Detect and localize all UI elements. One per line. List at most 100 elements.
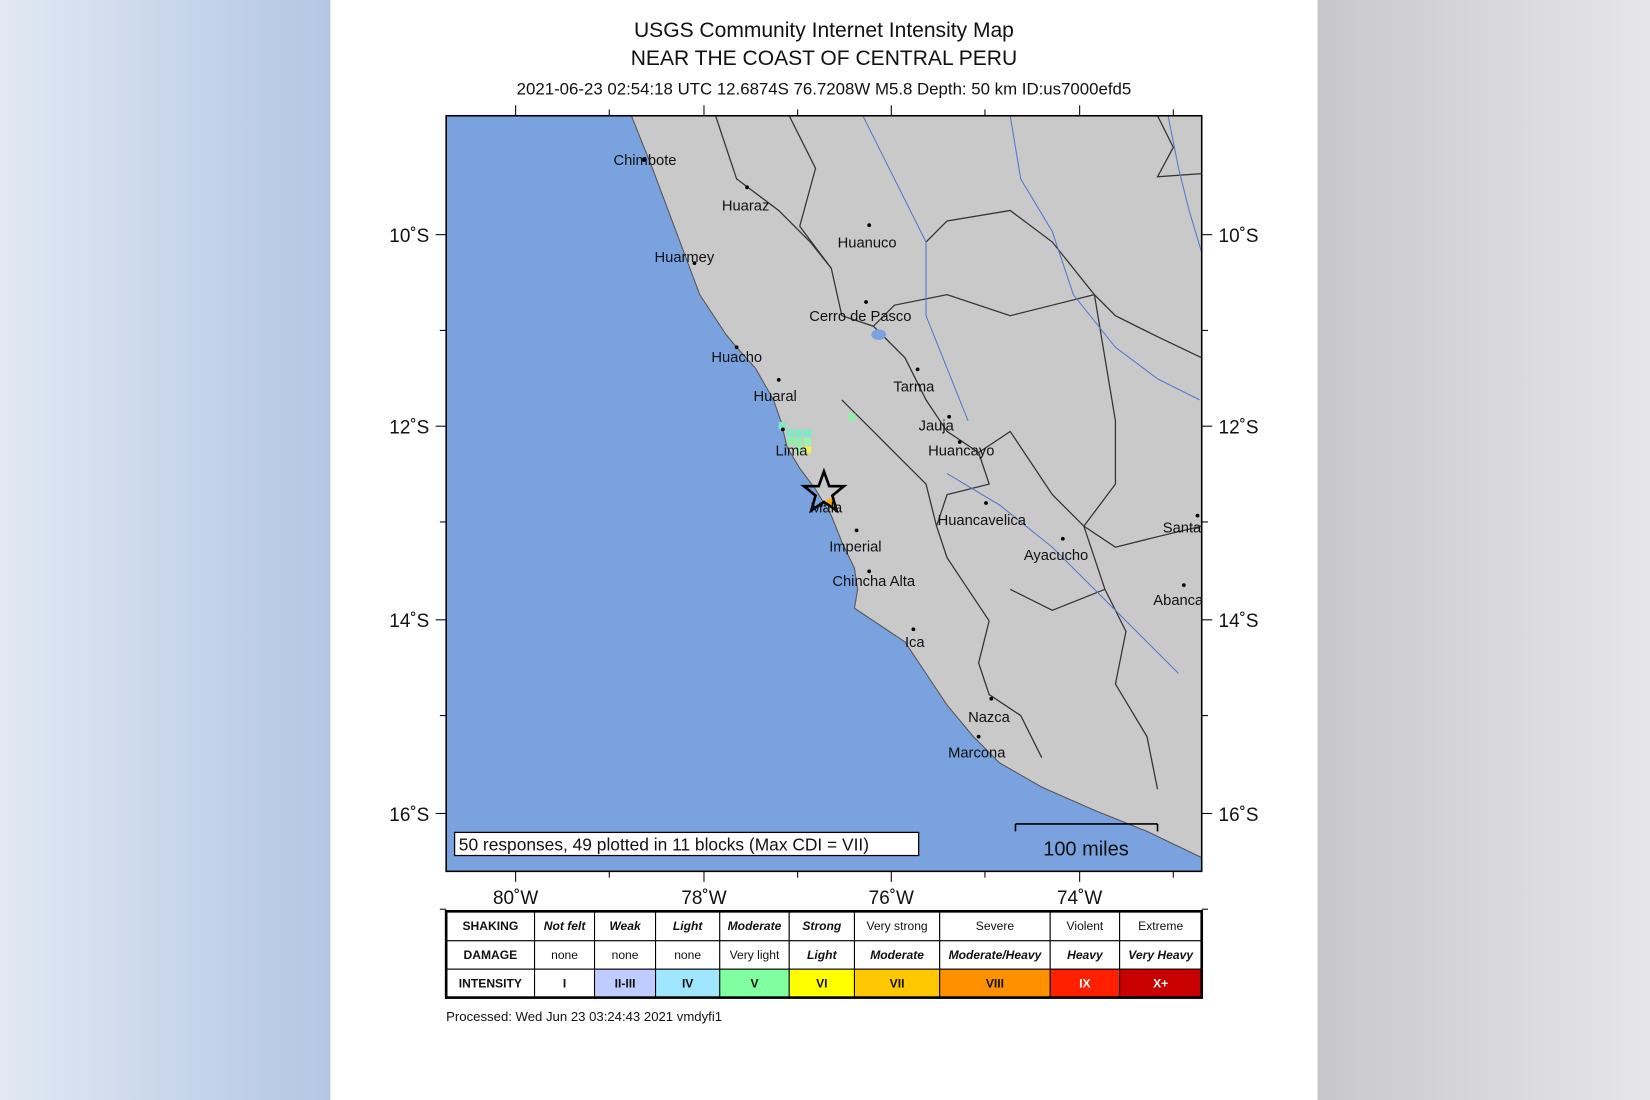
city-dot (818, 503, 823, 508)
city-label: Huancayo (928, 444, 994, 460)
legend-cell (719, 968, 790, 999)
legend-cell (719, 940, 790, 970)
legend-cell (939, 940, 1051, 970)
cdi-block (803, 437, 812, 446)
city-label: Mala (810, 500, 843, 516)
right-backdrop (1317, 0, 1650, 1100)
city-dot (642, 158, 646, 162)
epicenter-star (800, 467, 848, 514)
cdi-block (795, 446, 803, 454)
cdi-block (803, 429, 812, 437)
city-dot (911, 627, 916, 632)
event-info: 2021-06-23 02:54:18 UTC 12.6874S 76.7208… (517, 80, 1132, 99)
legend-cell-label: I (563, 977, 566, 991)
legend-cell-label: V (750, 977, 758, 991)
city-dot (984, 501, 988, 505)
legend-cell-label: none (674, 948, 701, 962)
intensity-legend: SHAKING Not felt Weak Light Moderate Strong Ve… (444, 910, 1204, 999)
legend-cell (1119, 910, 1203, 942)
legend-cell-label: VIII (986, 977, 1004, 991)
legend-cell-label: Light (807, 948, 838, 962)
city-label: Huaraz (722, 198, 769, 214)
city-dot (864, 300, 868, 304)
map-ticks: 10˚S 10˚S 12˚S 12˚S 14˚S 14˚S 16˚S 16˚S 80˚W 78˚W… (389, 105, 1259, 910)
legend-cell (1119, 968, 1203, 999)
city-label: Chincha Alta (832, 574, 915, 590)
cdi-block (787, 429, 795, 437)
city-label: Santa (1163, 520, 1202, 536)
legend-cell-label: Severe (976, 919, 1015, 933)
city-label: Jauja (919, 418, 955, 434)
legend-cell-label: Not felt (544, 919, 587, 933)
legend-cell-label: none (551, 948, 578, 962)
legend-cell (655, 940, 721, 970)
city-dot (957, 440, 962, 444)
lon-label: 74˚W (1057, 888, 1102, 909)
city-label: Huanuco (838, 235, 897, 251)
legend-cell-label: VII (890, 977, 905, 991)
legend-cell (534, 940, 596, 970)
city-dot (947, 414, 952, 419)
legend-cell-label: X+ (1153, 977, 1168, 991)
city-label: Ayacucho (1024, 548, 1088, 564)
city-dot (1181, 583, 1186, 587)
lake (871, 329, 887, 340)
legend-cell-label: II-III (615, 977, 636, 991)
legend-cell-label: Moderate (870, 948, 924, 962)
lon-label: 80˚W (493, 888, 538, 909)
cdi-block (848, 413, 856, 421)
city-dot (915, 367, 920, 372)
cdi-block (803, 446, 812, 454)
lat-label: 14˚S (1219, 611, 1259, 632)
legend-cell-label: IX (1079, 977, 1090, 991)
map-frame (445, 114, 1203, 873)
city-label: Cerro de Pasco (809, 309, 911, 325)
city-label: Tarma (893, 379, 935, 395)
city-dot (867, 569, 872, 574)
legend-cell-label: Moderate (728, 919, 782, 933)
response-blocks (778, 413, 856, 507)
cdi-block (795, 437, 803, 446)
legend-cell (939, 910, 1051, 942)
left-backdrop (0, 0, 331, 1100)
map: Chimbote Huaraz Huanuco Huarmey Cerro de Pas… (446, 115, 1202, 872)
legend-cell (719, 910, 790, 942)
legend-cell-label: Very light (730, 948, 780, 962)
city-dot (781, 427, 785, 432)
city-label: Huancavelica (938, 513, 1027, 529)
lat-label: 10˚S (1219, 226, 1259, 247)
borders (714, 115, 1202, 790)
responses: 50 responses, 49 plotted in 11 blocks (M… (459, 834, 869, 854)
legend-cell (853, 940, 941, 970)
legend-cell-label: Violent (1067, 919, 1104, 933)
city-dot (745, 185, 750, 190)
lat-label: 16˚S (1219, 805, 1259, 826)
legend-cell-label: Light (673, 919, 704, 933)
legend-cell (445, 968, 536, 999)
city-dot (989, 696, 994, 701)
lat-label: 16˚S (389, 805, 429, 826)
footer: Processed: Wed Jun 23 03:24:43 2021 vmdy… (446, 1009, 722, 1024)
legend-cell (655, 968, 721, 999)
legend-cell (939, 968, 1051, 999)
legend-frame (444, 910, 1204, 999)
legend-cell-label: IV (682, 977, 693, 991)
legend-cell (1049, 940, 1121, 970)
city-dot (1060, 536, 1065, 541)
legend-cell-label: VI (816, 977, 827, 991)
city-dot (854, 528, 859, 533)
legend-row-header: DAMAGE (463, 948, 517, 962)
land (630, 115, 1202, 859)
city-dot (867, 223, 872, 228)
city-label: Marcona (948, 746, 1006, 762)
city-dot (734, 345, 739, 350)
city-label: Chimbote (613, 153, 676, 169)
cdi-block (827, 498, 835, 507)
city-label: Huaral (753, 389, 796, 405)
city-label: Lima (776, 444, 809, 460)
lat-label: 12˚S (1219, 418, 1259, 439)
legend-cell-label: Moderate/Heavy (949, 948, 1043, 962)
city-dot (776, 377, 781, 382)
